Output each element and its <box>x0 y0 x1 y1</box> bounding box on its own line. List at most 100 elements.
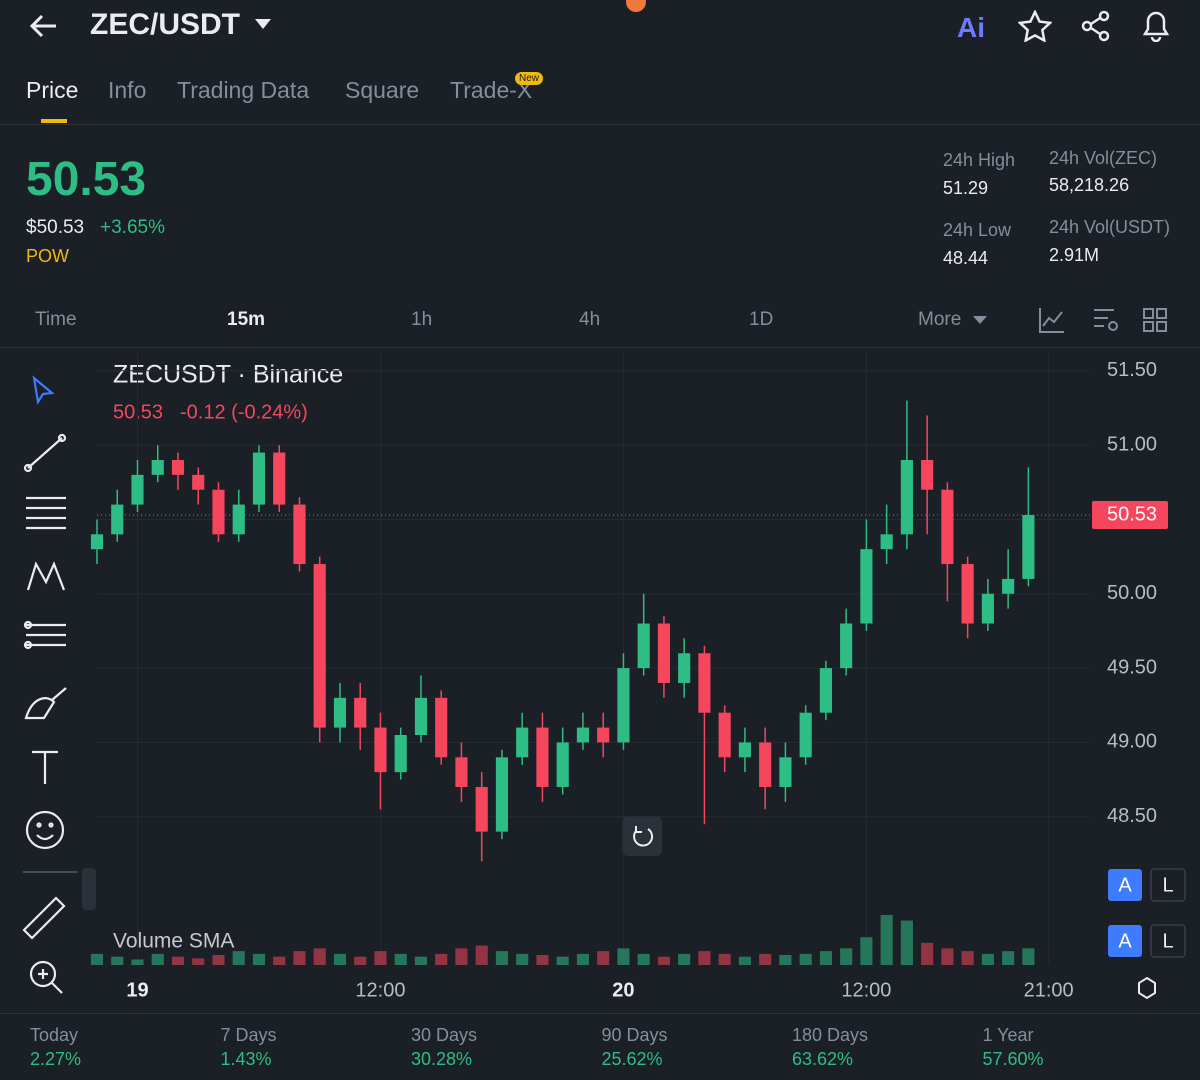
auto-scale-label[interactable]: A <box>1118 874 1132 896</box>
candlestick-chart: ZECUSDT · Binance 50.53 -0.12 (-0.24%) V… <box>82 350 1186 1001</box>
candle-body <box>1022 515 1035 579</box>
candle-body <box>171 460 185 475</box>
tab[interactable]: Info <box>108 77 147 103</box>
log-scale-button[interactable] <box>1150 868 1186 902</box>
interval-active[interactable]: 15m <box>227 309 266 330</box>
x-tick-label: 21:00 <box>1024 979 1074 1001</box>
candle-body <box>799 712 812 758</box>
candle-body <box>516 727 529 758</box>
y-tick-label: 48.50 <box>1107 805 1157 827</box>
settings-button[interactable] <box>1138 976 1156 1000</box>
candle-body <box>252 452 266 505</box>
interval[interactable]: 4h <box>579 309 601 330</box>
log-scale-button[interactable] <box>1150 924 1186 958</box>
reset-button[interactable] <box>622 816 662 856</box>
candle-body <box>374 727 387 773</box>
candle-body <box>860 549 873 624</box>
candle-body <box>738 742 751 758</box>
tab[interactable]: Trading Data <box>177 77 310 103</box>
volume-bar <box>273 956 286 965</box>
ai-icon[interactable]: Ai <box>957 12 985 43</box>
candle-body <box>232 504 245 535</box>
volume-label: Volume SMA <box>113 930 234 953</box>
share-button[interactable] <box>1080 10 1112 42</box>
candle-body <box>354 697 367 728</box>
performance-item: 180 Days 63.62% <box>792 1025 868 1070</box>
candle-body <box>941 489 954 565</box>
candle-body <box>273 452 286 505</box>
reset-icon[interactable] <box>633 826 654 847</box>
auto-scale-label[interactable]: A <box>1118 930 1132 952</box>
volume-bar <box>293 951 306 965</box>
volume-bar <box>455 948 468 965</box>
tab-active[interactable]: Price <box>26 77 79 103</box>
volume-bar <box>759 953 772 965</box>
volume-bar <box>961 951 974 965</box>
drawing-toolbar[interactable] <box>18 370 78 1010</box>
volume-bar <box>435 953 448 965</box>
last-price-box <box>1092 501 1168 529</box>
stat-value: 2.91M <box>1049 245 1100 265</box>
back-button[interactable] <box>28 12 60 40</box>
log-scale-label[interactable]: L <box>1162 930 1173 952</box>
y-tick-label: 49.00 <box>1107 731 1157 753</box>
candle-body <box>718 712 731 758</box>
candle-body <box>556 742 569 788</box>
y-tick-label: 51.50 <box>1107 359 1157 381</box>
pair-title[interactable]: ZEC/USDT <box>90 8 240 41</box>
candle-body <box>333 697 347 728</box>
divider <box>0 1013 1200 1014</box>
divider <box>0 124 1200 125</box>
candle-body <box>819 668 832 713</box>
stat-label: 24h High <box>943 150 1016 170</box>
volume-bar <box>657 956 671 965</box>
candle-body <box>90 534 104 550</box>
auto-scale-button[interactable] <box>1108 869 1142 901</box>
performance-label: 180 Days <box>792 1025 869 1045</box>
log-scale-label[interactable]: L <box>1162 874 1173 896</box>
volume-bar <box>232 951 245 965</box>
interval[interactable]: Time <box>35 309 77 330</box>
favorite-button[interactable] <box>1018 10 1052 42</box>
interval[interactable]: 1D <box>749 309 774 330</box>
usd-price: $50.53 <box>26 217 85 238</box>
alert-button[interactable] <box>1140 8 1172 42</box>
candle-body <box>455 757 468 788</box>
interval[interactable]: More <box>918 309 962 330</box>
candle-body <box>475 787 488 832</box>
volume-bar <box>941 948 954 965</box>
volume-bar <box>333 953 347 965</box>
candle-body <box>192 474 205 490</box>
tab[interactable]: Square <box>345 77 420 103</box>
y-tick-label: 51.00 <box>1107 433 1157 455</box>
volume-bar <box>840 948 853 965</box>
volume-bar <box>252 953 266 965</box>
interval[interactable]: 1h <box>411 309 433 330</box>
volume-bar <box>799 953 812 965</box>
candle-body <box>313 564 326 728</box>
candle-body <box>536 727 549 788</box>
dropdown-icon[interactable] <box>972 315 988 325</box>
candle-body <box>840 623 853 669</box>
new-badge: New <box>515 72 544 85</box>
candle-body <box>617 668 630 743</box>
candle-body <box>678 653 691 683</box>
auto-scale-button[interactable] <box>1108 925 1142 957</box>
stat-label: 24h Vol(USDT) <box>1049 217 1171 237</box>
performance-value: 25.62% <box>601 1049 663 1069</box>
performance-item: 1 Year 57.60% <box>983 1025 1044 1070</box>
volume-bar <box>556 956 569 965</box>
performance-value: 1.43% <box>220 1049 272 1069</box>
performance-label: Today <box>30 1025 79 1045</box>
divider <box>0 347 1200 348</box>
price-change: +3.65% <box>100 217 165 238</box>
volume-bar <box>192 958 205 965</box>
collapse-toolbar[interactable] <box>82 868 96 910</box>
volume-bar <box>495 951 509 965</box>
dropdown-icon[interactable] <box>254 18 272 30</box>
candle-body <box>293 504 306 565</box>
chart-tools[interactable] <box>1038 306 1178 334</box>
x-tick-label: 20 <box>612 979 634 1001</box>
candle-body <box>394 735 407 773</box>
